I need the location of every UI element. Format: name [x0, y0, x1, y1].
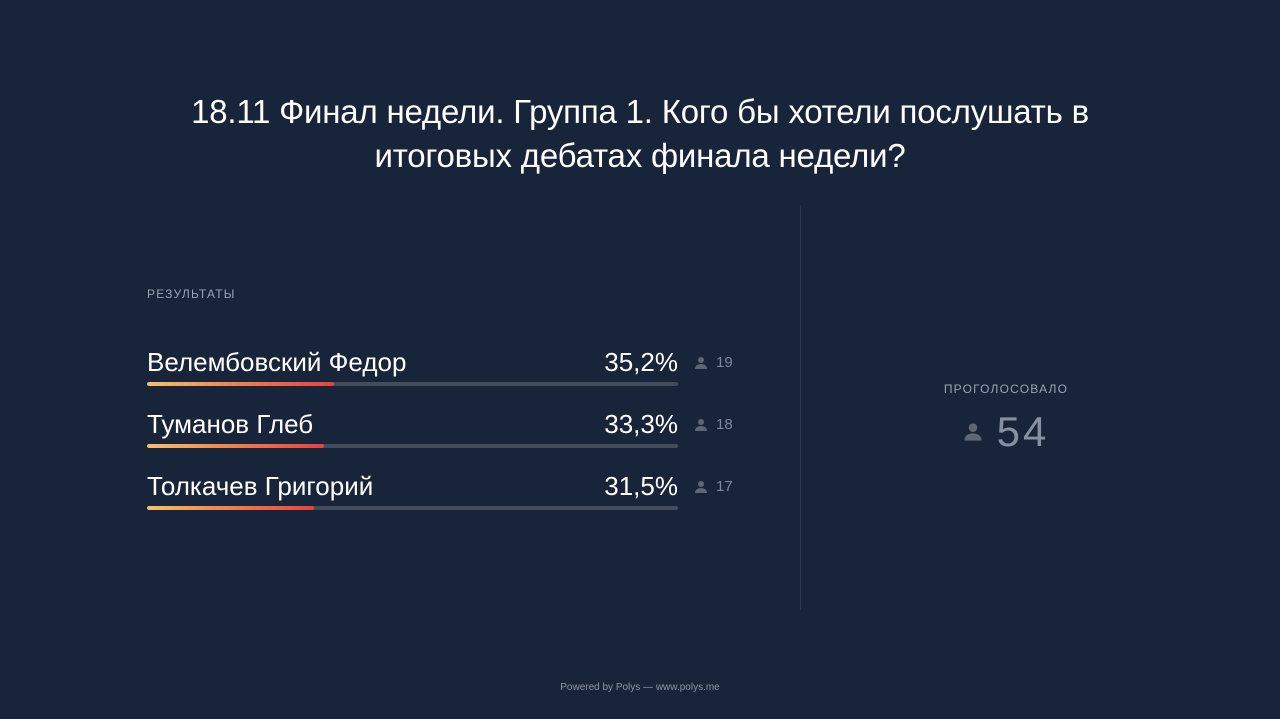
option-progress-track	[147, 382, 678, 386]
option-progress-fill	[147, 382, 334, 386]
person-icon	[694, 418, 708, 432]
option-progress-track	[147, 506, 678, 510]
total-votes: 54	[900, 408, 1112, 456]
person-icon	[694, 480, 708, 494]
option-percent: 35,2%	[604, 347, 678, 377]
poll-question: 18.11 Финал недели. Группа 1. Кого бы хо…	[191, 93, 1089, 174]
option-vote-count: 19	[716, 354, 733, 371]
option-vote-count: 17	[716, 478, 733, 495]
option-voters: 17	[694, 477, 733, 497]
option-name: Велембовский Федор	[147, 347, 407, 377]
results-heading: РЕЗУЛЬТАТЫ	[147, 287, 236, 301]
poll-option: Туманов Глеб 33,3% 18	[147, 408, 747, 448]
column-divider	[800, 205, 801, 610]
option-voters: 18	[694, 415, 733, 435]
total-votes-count: 54	[996, 408, 1050, 455]
option-percent: 31,5%	[604, 471, 678, 501]
powered-by-footer[interactable]: Powered by Polys — www.polys.me	[560, 682, 720, 693]
option-vote-count: 18	[716, 416, 733, 433]
poll-option: Толкачев Григорий 31,5% 17	[147, 470, 747, 510]
total-votes-label: ПРОГОЛОСОВАЛО	[943, 382, 1069, 396]
option-progress-track	[147, 444, 678, 448]
option-progress-fill	[147, 444, 324, 448]
option-voters: 19	[694, 353, 733, 373]
option-name: Туманов Глеб	[147, 409, 314, 439]
person-icon	[963, 422, 983, 442]
option-name: Толкачев Григорий	[147, 471, 374, 501]
person-icon	[694, 356, 708, 370]
option-progress-fill	[147, 506, 315, 510]
option-percent: 33,3%	[604, 409, 678, 439]
poll-option: Велембовский Федор 35,2% 19	[147, 346, 747, 386]
